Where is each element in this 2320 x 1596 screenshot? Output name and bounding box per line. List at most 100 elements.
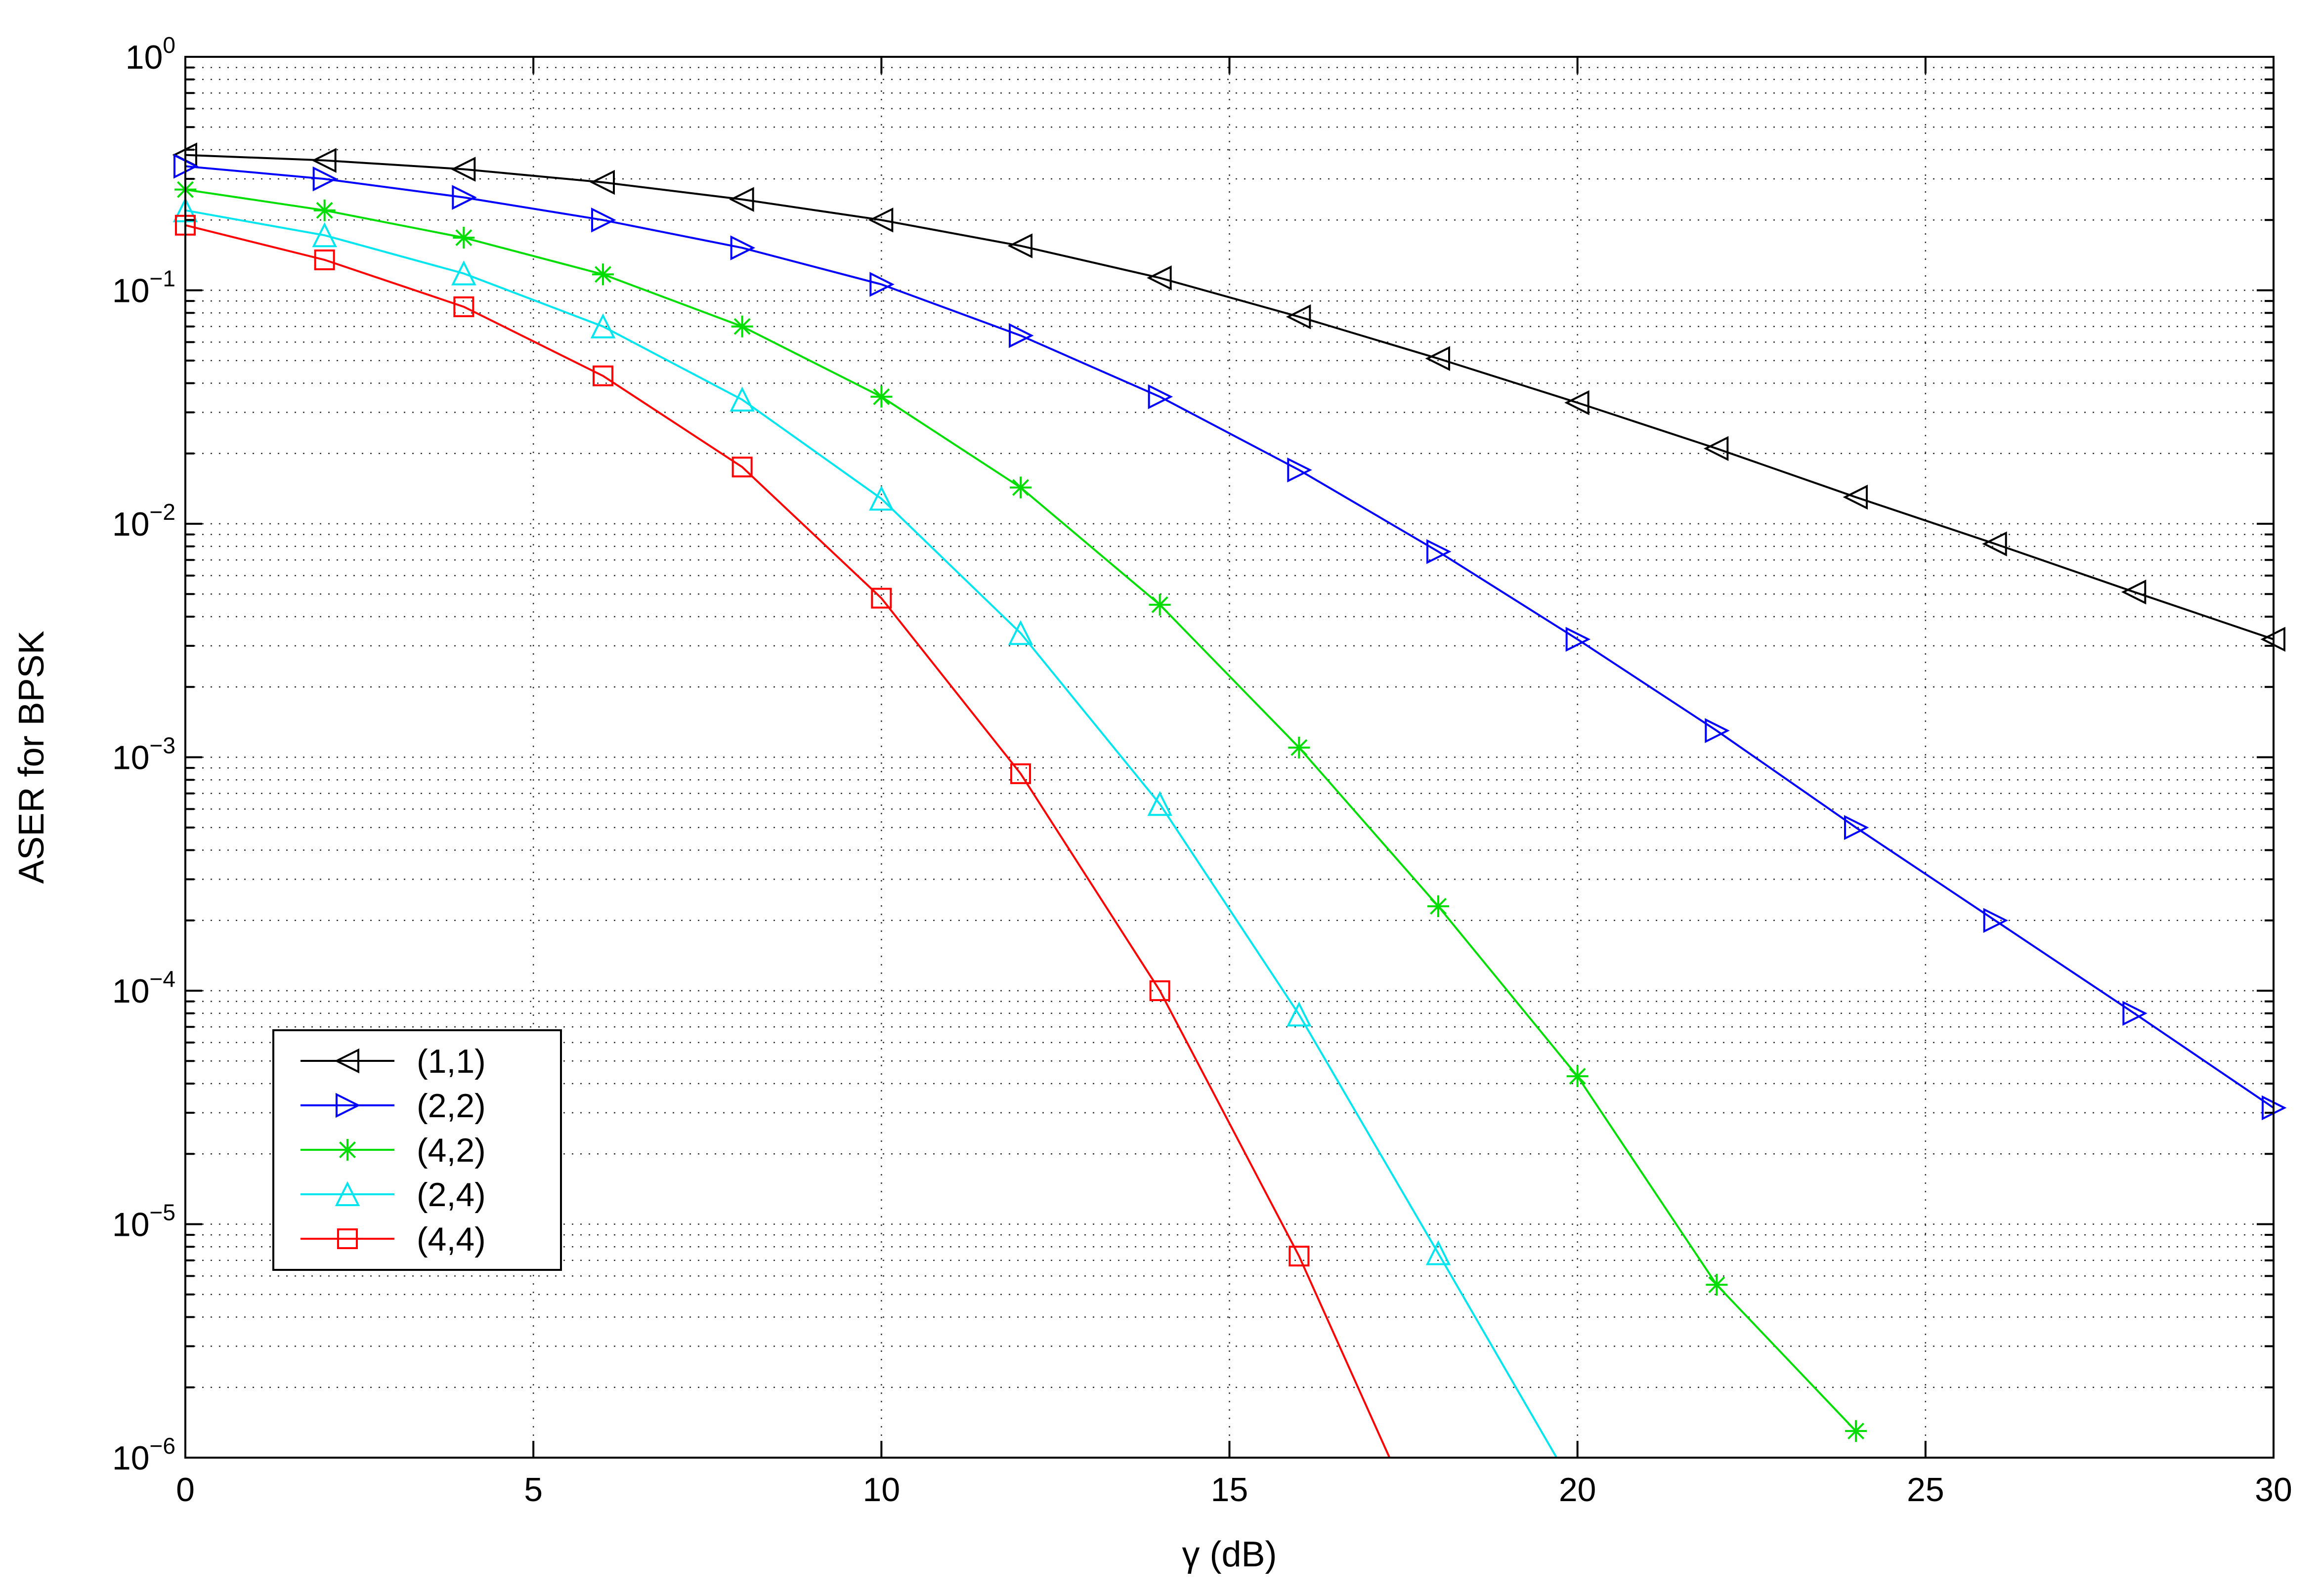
legend: (1,1) (2,2) (4,2) (2,4) (4,4): [272, 1029, 562, 1271]
data-point: [729, 187, 754, 212]
data-point: [1149, 980, 1170, 1001]
data-point: [1425, 1240, 1451, 1265]
data-point: [2121, 579, 2147, 605]
data-point: [1010, 763, 1031, 784]
data-point: [453, 296, 474, 317]
legend-item: (4,4): [301, 1220, 486, 1258]
data-point: [591, 208, 616, 233]
series-(1,1): [172, 142, 2285, 652]
axis-ticks: 0 5 10 15 20 25 30 100 10−1 10−2 10−3 10−4 10−5 10−6: [112, 32, 2292, 1509]
data-point: [590, 169, 615, 195]
data-point: [313, 199, 336, 221]
data-point: [453, 227, 475, 249]
data-point: [730, 386, 755, 412]
y-tick-label: 100: [126, 32, 175, 76]
legend-item: (1,1): [301, 1043, 486, 1080]
legend-item: (4,2): [301, 1132, 486, 1169]
data-point: [1566, 1065, 1589, 1088]
data-point: [1983, 908, 2009, 933]
data-point: [1147, 791, 1172, 816]
data-point: [1845, 1420, 1867, 1442]
data-point: [1286, 304, 1311, 330]
legend-marker: [335, 1181, 360, 1206]
data-point: [450, 157, 476, 182]
data-point: [730, 235, 756, 260]
legend-item: (2,4): [301, 1176, 486, 1214]
data-point: [1287, 1001, 1312, 1027]
data-point: [452, 185, 477, 210]
x-tick-label: 25: [1907, 1471, 1944, 1509]
data-point: [590, 313, 616, 338]
data-point: [731, 457, 753, 478]
legend-label: (4,2): [417, 1132, 486, 1169]
series-(4,2): [174, 178, 1867, 1442]
data-point: [1564, 390, 1590, 416]
data-point: [1287, 457, 1312, 483]
x-tick-label: 5: [524, 1471, 543, 1509]
data-point: [451, 260, 476, 286]
x-tick-label: 30: [2255, 1471, 2292, 1509]
data-point: [1565, 627, 1591, 652]
data-point: [1149, 593, 1171, 616]
series-(4,4): [175, 214, 1391, 1458]
data-point: [592, 263, 614, 286]
data-point: [869, 272, 895, 297]
y-tick-label: 10−1: [112, 266, 175, 310]
x-tick-label: 20: [1559, 1471, 1596, 1509]
data-point: [731, 315, 753, 337]
data-point: [1148, 384, 1173, 410]
data-point: [312, 166, 338, 192]
legend-marker: [337, 1139, 358, 1161]
data-point: [1289, 1246, 1310, 1267]
data-point: [1705, 718, 1730, 743]
series-(2,4): [172, 197, 1558, 1459]
y-tick-label: 10−6: [112, 1433, 175, 1477]
data-point: [1008, 620, 1033, 645]
data-point: [1010, 476, 1031, 499]
y-axis-label: ASER for BPSK: [12, 630, 51, 883]
series-line: [185, 165, 2275, 1109]
data-point: [1982, 531, 2007, 556]
data-point: [1703, 436, 1729, 461]
data-point: [1844, 815, 1869, 840]
data-point: [1425, 346, 1450, 371]
data-point: [869, 485, 894, 511]
y-tick-label: 10−4: [112, 966, 175, 1010]
data-point: [1009, 323, 1034, 348]
data-point: [1007, 233, 1032, 258]
data-point: [311, 148, 337, 173]
x-axis-label: γ (dB): [1182, 1535, 1277, 1574]
legend-marker: [337, 1228, 358, 1249]
legend-item: (2,2): [301, 1087, 486, 1125]
legend-label: (1,1): [417, 1043, 486, 1080]
data-point: [870, 385, 893, 408]
data-point: [871, 588, 892, 609]
data-point: [1427, 895, 1449, 918]
y-tick-label: 10−3: [112, 733, 175, 777]
legend-marker: [336, 1092, 361, 1118]
x-tick-label: 10: [863, 1471, 901, 1509]
data-point: [868, 208, 894, 233]
legend-label: (2,2): [417, 1087, 486, 1125]
data-point: [1288, 736, 1310, 758]
series-(2,2): [173, 154, 2287, 1121]
data-point: [593, 365, 613, 386]
x-tick-label: 15: [1211, 1471, 1248, 1509]
data-point: [1426, 539, 1452, 564]
legend-marker: [334, 1048, 359, 1074]
legend-label: (2,4): [417, 1176, 486, 1214]
data-point: [1147, 265, 1172, 291]
legend-label: (4,4): [417, 1220, 486, 1258]
series-group: [172, 142, 2287, 1459]
data-point: [1843, 484, 1868, 510]
data-point: [1706, 1274, 1728, 1296]
x-tick-label: 0: [176, 1471, 195, 1509]
data-point: [312, 222, 337, 248]
data-point: [314, 249, 335, 270]
series-line: [185, 224, 1391, 1458]
y-tick-label: 10−2: [112, 499, 175, 543]
series-line: [185, 154, 2274, 640]
series-line: [185, 209, 1558, 1459]
